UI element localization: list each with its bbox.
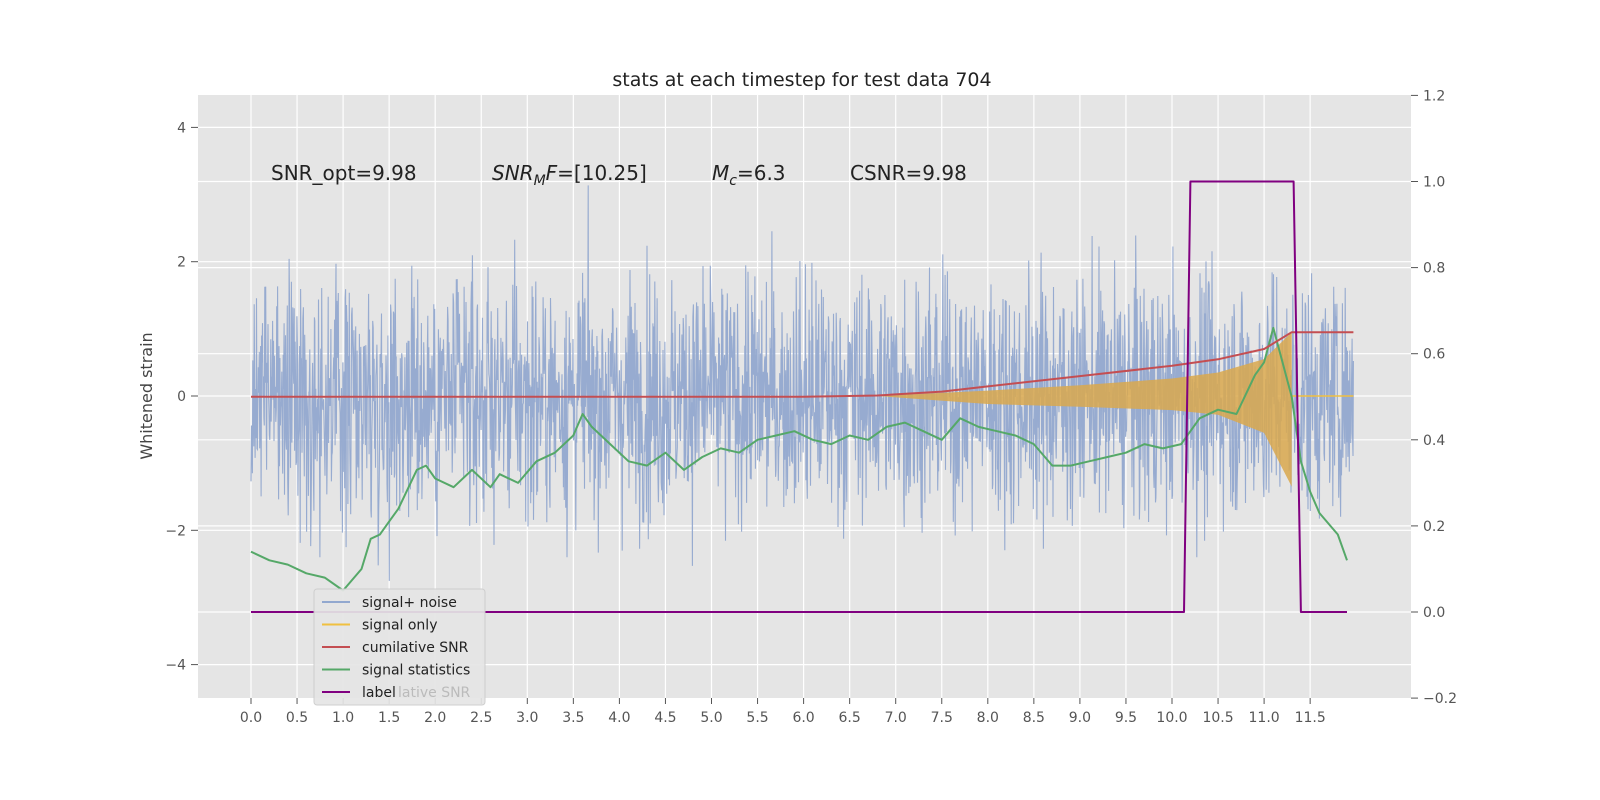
legend-label: cumilative SNR (362, 640, 469, 656)
y2-tick-label: 1.2 (1423, 88, 1445, 104)
x-tick-label: 10.0 (1156, 710, 1187, 726)
x-tick-label: 1.0 (332, 710, 354, 726)
y2-tick-label: −0.2 (1423, 691, 1457, 707)
x-tick-label: 6.0 (792, 710, 814, 726)
x-tick-label: 11.5 (1295, 710, 1326, 726)
x-tick-label: 0.0 (240, 710, 262, 726)
x-tick-label: 6.5 (839, 710, 861, 726)
x-tick-label: 8.5 (1023, 710, 1045, 726)
x-tick-label: 3.0 (516, 710, 538, 726)
y2-tick-label: 0.6 (1423, 347, 1445, 363)
y-tick-label: 4 (177, 120, 186, 136)
x-tick-label: 2.0 (424, 710, 446, 726)
y-tick-label: −4 (165, 658, 186, 674)
legend-label: signal+ noise (362, 595, 457, 611)
series-signal-noise (250, 185, 1354, 581)
chart-title: stats at each timestep for test data 704 (612, 69, 991, 91)
series-cumulative-snr (251, 331, 1354, 398)
annotations: SNR_opt=9.98 SNRMF=[10.25] Mc=6.3 CSNR=9.98 (271, 161, 967, 189)
x-tick-label: 9.0 (1069, 710, 1091, 726)
noise-series-layer (250, 185, 1354, 581)
y-tick-label: −2 (165, 523, 186, 539)
annotation-snr-mf: SNRMF=[10.25] (492, 161, 647, 189)
legend: signal+ noise signal only cumilative SNR si… (313, 588, 486, 706)
x-tick-label: 8.0 (977, 710, 999, 726)
x-tick-label: 7.5 (931, 710, 953, 726)
y2-axis-ticks: 1.2 1.0 0.8 0.6 0.4 0.2 0.0 −0.2 (1411, 88, 1457, 707)
y-tick-label: 2 (177, 255, 186, 271)
x-tick-label: 11.0 (1249, 710, 1280, 726)
y2-tick-label: 1.0 (1423, 175, 1445, 191)
x-tick-label: 0.5 (286, 710, 308, 726)
y2-tick-label: 0.2 (1423, 519, 1445, 535)
annotation-mc: Mc=6.3 (712, 161, 786, 189)
x-tick-label: 9.5 (1115, 710, 1137, 726)
y2-tick-label: 0.0 (1423, 605, 1445, 621)
x-tick-label: 2.5 (470, 710, 492, 726)
x-tick-label: 5.0 (700, 710, 722, 726)
y2-tick-label: 0.4 (1423, 433, 1445, 449)
x-tick-label: 7.0 (885, 710, 907, 726)
line-series-layer (250, 180, 1354, 613)
y-axis-label: Whitened strain (137, 332, 156, 459)
x-tick-label: 4.0 (608, 710, 630, 726)
annotation-csnr: CSNR=9.98 (850, 161, 967, 185)
x-tick-label: 3.5 (562, 710, 584, 726)
y-tick-label: 0 (177, 389, 186, 405)
legend-label: signal statistics (362, 663, 470, 679)
series-signal-statistics (250, 326, 1348, 592)
x-tick-label: 4.5 (654, 710, 676, 726)
legend-label: signal only (362, 618, 437, 634)
x-axis-ticks: 0.0 0.5 1.0 1.5 2.0 2.5 3.0 3.5 4.0 4.5 5.0 5.5 6.0 6… (240, 698, 1326, 726)
annotation-snr-opt: SNR_opt=9.98 (271, 161, 417, 185)
y2-tick-label: 0.8 (1423, 261, 1445, 277)
legend-label: label (362, 685, 396, 701)
signal-only-layer (251, 332, 1354, 487)
legend-box (313, 588, 486, 706)
x-tick-label: 10.5 (1202, 710, 1233, 726)
x-tick-label: 1.5 (378, 710, 400, 726)
y-axis-ticks: 4 2 0 −2 −4 (165, 120, 198, 674)
series-label (251, 180, 1347, 613)
legend-overlap-text: lative SNR (398, 685, 471, 701)
x-tick-label: 5.5 (746, 710, 768, 726)
